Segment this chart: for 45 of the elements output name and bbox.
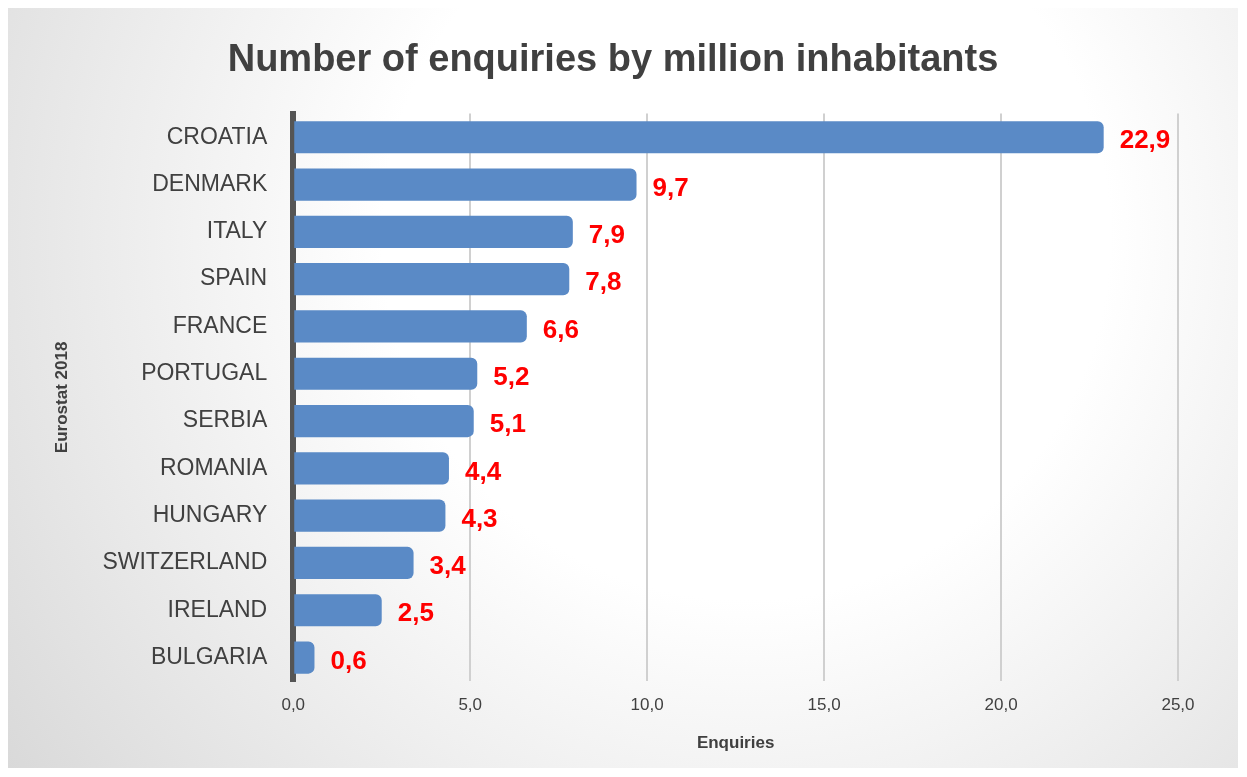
bar <box>294 546 414 580</box>
y-tick-label: IRELAND <box>167 595 268 622</box>
data-label: 5,2 <box>493 360 530 391</box>
bar <box>294 357 478 390</box>
x-tick-label: 5,0 <box>458 695 483 715</box>
x-axis-title: Enquiries <box>696 733 775 753</box>
data-label: 6,6 <box>542 313 579 344</box>
x-tick-label: 25,0 <box>1161 695 1195 715</box>
y-tick-label: ITALY <box>206 217 268 244</box>
data-label: 4,3 <box>461 502 498 533</box>
y-tick-label: SERBIA <box>182 406 268 433</box>
bar <box>294 168 637 201</box>
y-tick-label: ROMANIA <box>159 453 268 480</box>
y-tick-label: SPAIN <box>199 264 268 291</box>
bar <box>294 310 527 343</box>
x-tick-label: 10,0 <box>630 695 664 715</box>
x-tick-label: 0,0 <box>281 695 306 715</box>
data-label: 0,6 <box>330 644 367 675</box>
x-tick-label: 20,0 <box>984 695 1018 715</box>
y-tick-label: FRANCE <box>172 311 268 338</box>
data-label: 9,7 <box>652 171 689 202</box>
y-tick-label: BULGARIA <box>150 642 268 669</box>
bar <box>294 641 315 674</box>
chart-title: Number of enquiries by million inhabitants <box>227 37 999 80</box>
y-tick-label: CROATIA <box>166 122 268 149</box>
bar <box>294 594 382 627</box>
bar <box>294 121 1104 154</box>
bar <box>294 215 573 248</box>
bar <box>294 499 446 532</box>
y-axis-title: Eurostat 2018 <box>51 341 71 454</box>
data-label: 7,9 <box>588 219 625 250</box>
bar <box>294 263 570 296</box>
data-label: 3,4 <box>429 550 467 581</box>
bar <box>294 404 474 438</box>
y-tick-label: HUNGARY <box>152 500 268 527</box>
bar <box>294 452 449 485</box>
data-label: 7,8 <box>585 266 622 297</box>
data-label: 2,5 <box>397 597 434 628</box>
data-label: 4,4 <box>464 455 502 486</box>
data-label: 22,9 <box>1119 124 1171 155</box>
x-tick-label: 15,0 <box>807 695 841 715</box>
y-tick-label: PORTUGAL <box>141 359 268 386</box>
y-tick-label: SWITZERLAND <box>102 548 268 575</box>
data-label: 5,1 <box>489 408 526 439</box>
y-tick-label: DENMARK <box>152 169 268 196</box>
